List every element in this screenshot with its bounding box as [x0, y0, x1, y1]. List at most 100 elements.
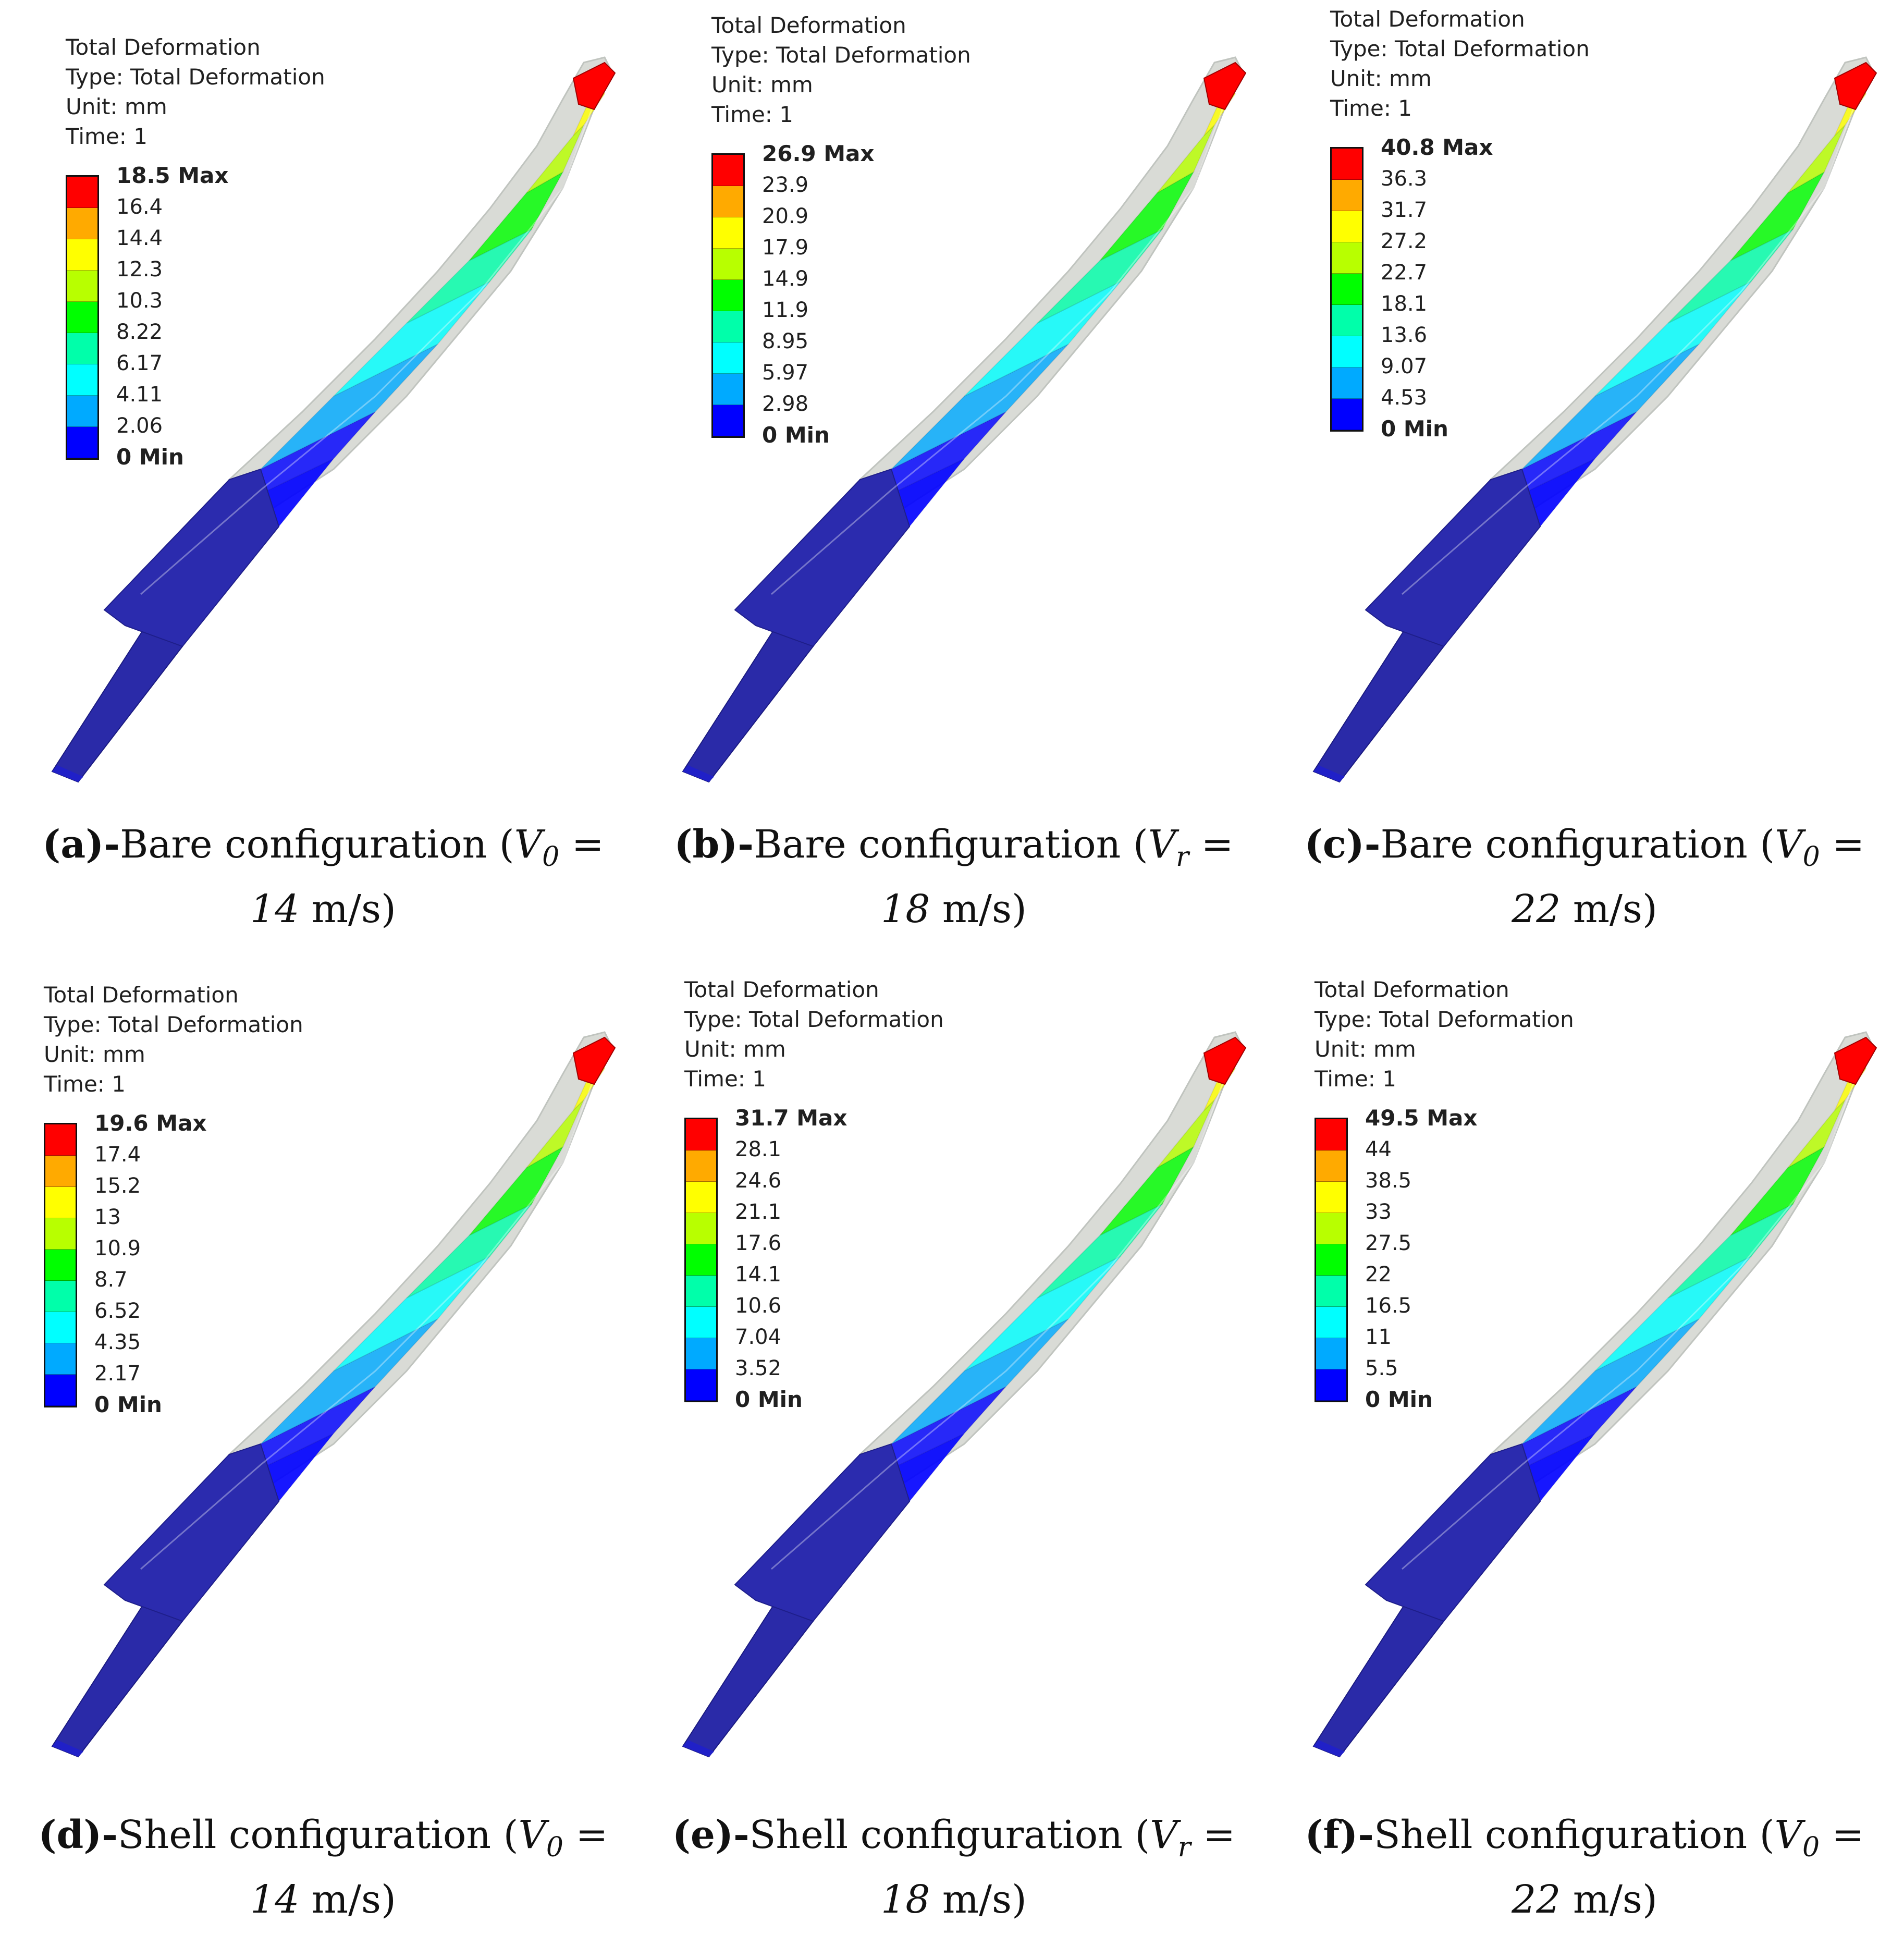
- caption-text: Shell configuration (: [1373, 1813, 1775, 1857]
- blade-contour-plot: [51, 1031, 616, 1758]
- color-scale-bar: [684, 1118, 718, 1402]
- blade-contour-plot: [682, 1031, 1247, 1758]
- caption-variable: V: [1150, 1813, 1178, 1857]
- caption-unit: m/s): [930, 886, 1027, 932]
- blade-max-chord: [734, 1443, 911, 1622]
- legend-tick-label: 8.22: [116, 320, 163, 344]
- legend-tick-label: 3.52: [735, 1356, 782, 1380]
- color-scale-swatch: [686, 1150, 716, 1182]
- blade-root-face: [683, 765, 714, 782]
- color-scale-bar: [44, 1123, 77, 1407]
- color-scale-swatch: [1316, 1119, 1346, 1150]
- legend-tick-label: 2.17: [94, 1362, 141, 1386]
- blade-contour-plot: [682, 56, 1247, 783]
- blade-contour-plot: [51, 56, 616, 783]
- legend-tick-label: 11.9: [762, 298, 809, 322]
- legend-tick-label: 8.95: [762, 329, 809, 353]
- color-scale-swatch: [686, 1213, 716, 1244]
- color-scale-swatch: [1332, 180, 1362, 211]
- caption-speed: 22: [1512, 1877, 1561, 1922]
- legend-tick-label: 27.5: [1365, 1231, 1412, 1255]
- color-scale-swatch: [686, 1338, 716, 1369]
- color-scale-swatch: [1332, 305, 1362, 336]
- caption-text: Bare configuration (: [753, 822, 1148, 867]
- blade-root-face: [52, 1740, 83, 1757]
- caption-tag: (f)-: [1305, 1813, 1374, 1857]
- legend-tick-label: 18.1: [1381, 292, 1428, 316]
- caption-line-1: (c)-Bare configuration (V0 =: [1272, 818, 1897, 883]
- legend-max-label: 49.5 Max: [1365, 1105, 1478, 1131]
- color-scale-swatch: [67, 239, 97, 271]
- caption-equals: =: [1820, 822, 1865, 867]
- color-scale-labels: 49.5 Max 44 38.5 33 27.5 22 16.5 11 5.5 0 Min: [1365, 1105, 1478, 1422]
- legend-tick-label: 2.06: [116, 414, 163, 438]
- legend-type: Type: Total Deformation: [1315, 1007, 1574, 1032]
- legend-time: Time: 1: [66, 124, 148, 149]
- blade-max-chord: [103, 1443, 280, 1622]
- color-scale-swatch: [45, 1124, 76, 1156]
- color-scale-swatch: [1316, 1213, 1346, 1244]
- legend-tick-label: 17.4: [94, 1143, 141, 1167]
- color-scale-swatch: [1332, 211, 1362, 242]
- spar-line: [1402, 1063, 1862, 1570]
- legend-tick-label: 4.11: [116, 383, 163, 407]
- color-scale-swatch: [1316, 1150, 1346, 1182]
- color-scale-swatch: [45, 1250, 76, 1281]
- blade-root-face: [52, 765, 83, 782]
- color-scale-swatch: [1332, 274, 1362, 305]
- legend-tick-label: 22: [1365, 1263, 1392, 1287]
- legend-tick-label: 14.1: [735, 1263, 782, 1287]
- blade-tip: [1203, 62, 1247, 111]
- color-scale-labels: 18.5 Max 16.4 14.4 12.3 10.3 8.22 6.17 4.11 2.06…: [116, 163, 229, 480]
- color-scale-swatch: [67, 396, 97, 427]
- legend-tick-label: 8.7: [94, 1268, 128, 1292]
- caption-tag: (c)-: [1304, 822, 1381, 867]
- panel-e: Total Deformation Type: Total Deformatio…: [641, 975, 1267, 1944]
- legend-time: Time: 1: [44, 1071, 126, 1097]
- legend-tick-label: 13: [94, 1205, 121, 1229]
- color-scale-swatch: [45, 1156, 76, 1187]
- color-scale-swatch: [45, 1343, 76, 1375]
- legend-tick-label: 4.53: [1381, 386, 1428, 410]
- legend-tick-label: 21.1: [735, 1200, 782, 1224]
- caption-speed: 14: [250, 1877, 300, 1922]
- color-scale-labels: 40.8 Max 36.3 31.7 27.2 22.7 18.1 13.6 9.07 4.53…: [1381, 137, 1493, 451]
- legend-tick-label: 14.9: [762, 267, 809, 291]
- color-scale-swatch: [686, 1244, 716, 1276]
- legend-type: Type: Total Deformation: [684, 1007, 944, 1032]
- legend-max-label: 18.5 Max: [116, 163, 229, 188]
- legend-min-label: 0 Min: [1381, 416, 1448, 442]
- color-scale-swatch: [713, 249, 743, 280]
- caption-tag: (d)-: [38, 1813, 118, 1857]
- color-scale-swatch: [67, 302, 97, 333]
- color-scale-bar: [711, 153, 745, 438]
- caption-line-1: (e)-Shell configuration (Vr =: [641, 1809, 1267, 1874]
- color-scale-swatch: [67, 333, 97, 364]
- color-scale-swatch: [45, 1218, 76, 1250]
- blade-max-chord: [1365, 468, 1541, 647]
- caption-line-2: 22 m/s): [1272, 1874, 1897, 1926]
- legend-unit: Unit: mm: [1330, 66, 1432, 91]
- legend-tick-label: 16.5: [1365, 1294, 1412, 1318]
- legend-max-label: 31.7 Max: [735, 1105, 847, 1131]
- color-scale-swatch: [1316, 1182, 1346, 1213]
- legend-tick-label: 38.5: [1365, 1169, 1412, 1193]
- caption-line-1: (a)-Bare configuration (V0 =: [10, 818, 636, 883]
- color-scale-swatch: [1332, 242, 1362, 274]
- spar-line: [140, 88, 600, 595]
- legend-type: Type: Total Deformation: [66, 64, 325, 90]
- color-scale-swatch: [713, 217, 743, 249]
- legend-tick-label: 5.97: [762, 361, 809, 385]
- blade-contour-plot: [1312, 56, 1877, 783]
- blade-root-tube: [682, 1599, 814, 1758]
- legend-tick-label: 23.9: [762, 173, 809, 197]
- legend-tick-label: 6.17: [116, 351, 163, 375]
- color-scale-bar: [1330, 147, 1363, 432]
- caption-line-2: 14 m/s): [10, 883, 636, 935]
- caption-line-1: (d)-Shell configuration (V0 =: [10, 1809, 636, 1874]
- color-scale-bar: [66, 175, 99, 460]
- caption: (d)-Shell configuration (V0 = 14 m/s): [10, 1809, 636, 1926]
- caption-unit: m/s): [299, 1877, 396, 1922]
- blade-root-face: [683, 1740, 714, 1757]
- color-scale-swatch: [67, 427, 97, 458]
